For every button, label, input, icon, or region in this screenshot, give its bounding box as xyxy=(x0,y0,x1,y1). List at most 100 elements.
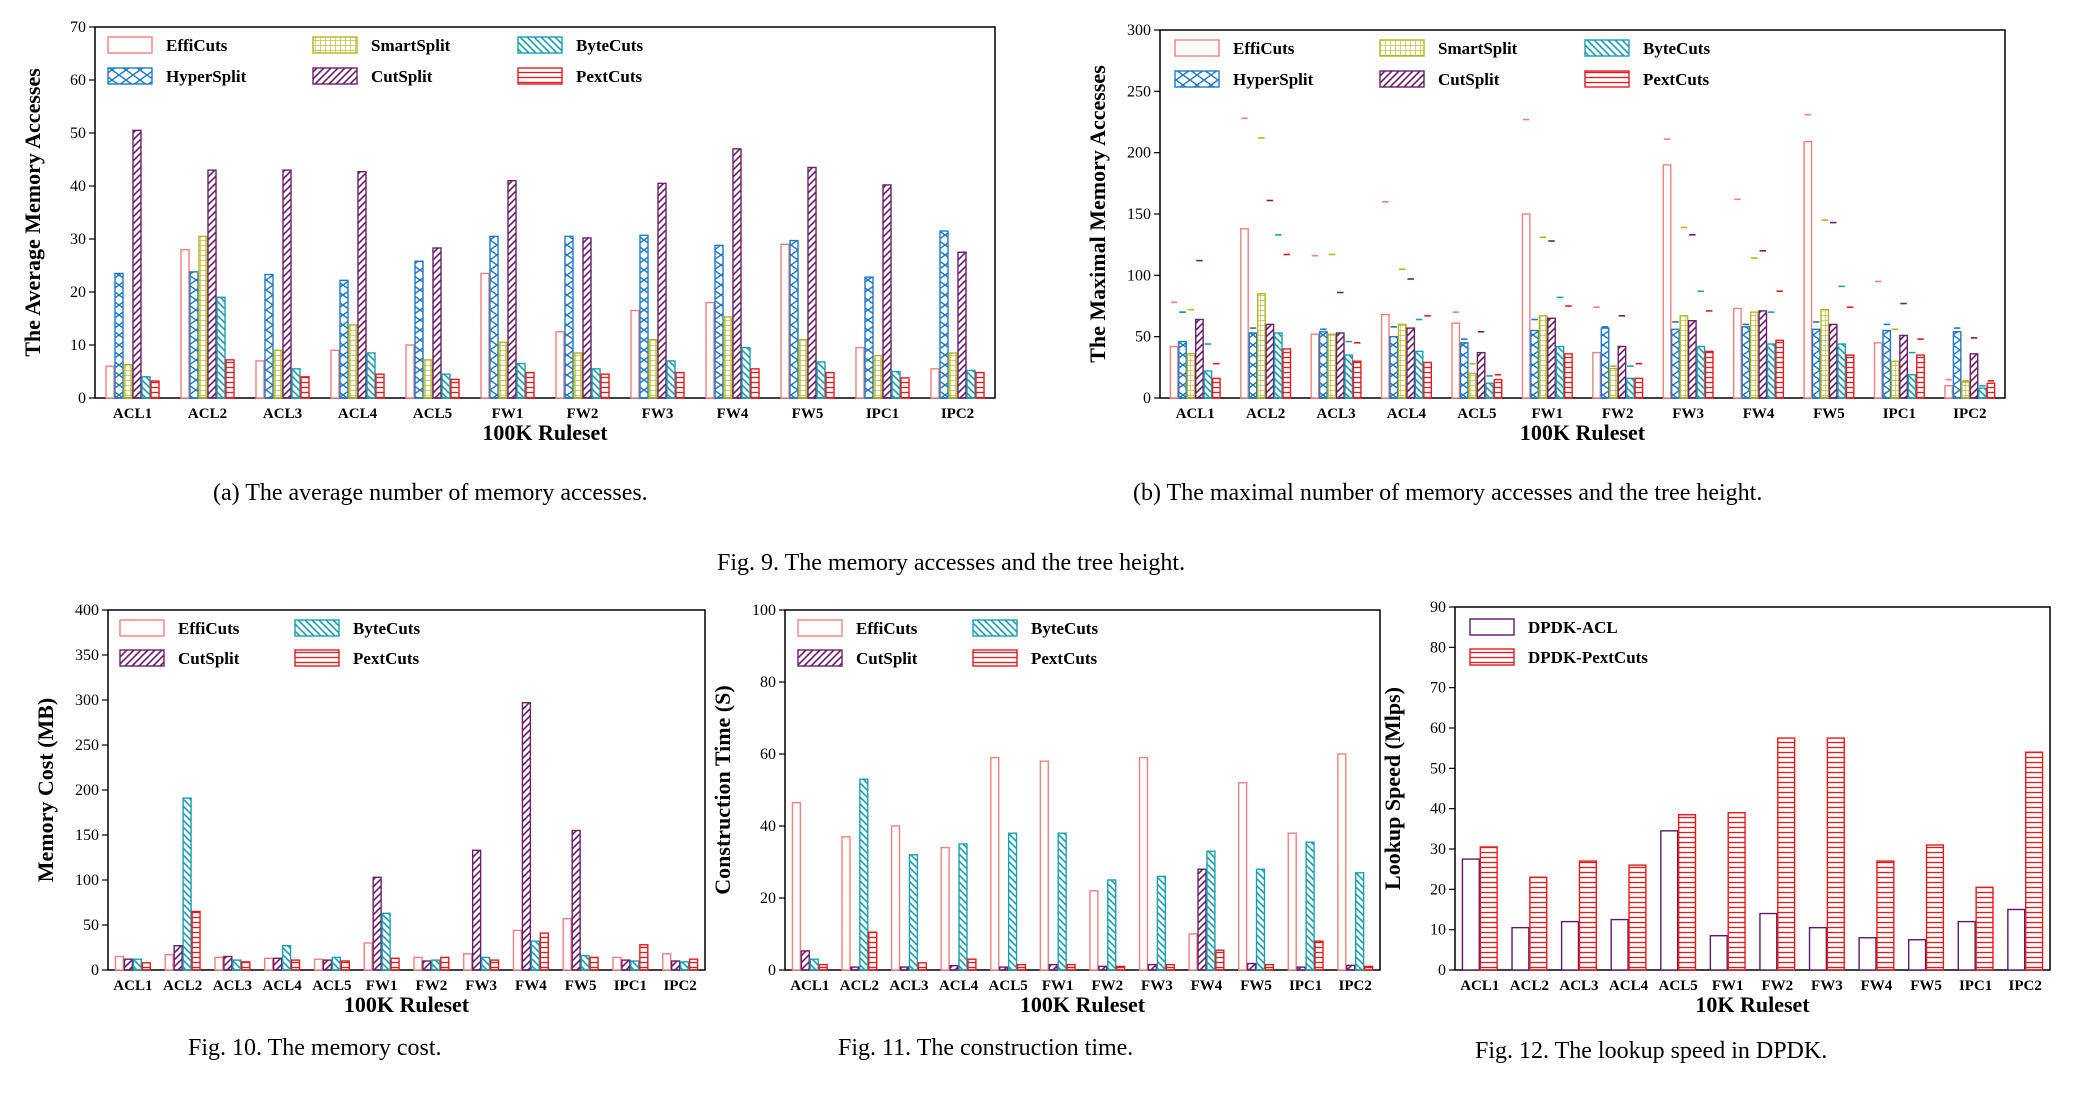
bar-cutsplit-acl2 xyxy=(173,945,183,971)
bar-bytecuts-fw4 xyxy=(741,346,751,399)
bar-efficuts-acl3 xyxy=(255,360,265,399)
y-tick-label: 400 xyxy=(75,602,99,619)
legend-swatch-pextcuts xyxy=(1584,70,1630,88)
legend-label-pextcuts: PextCuts xyxy=(576,67,642,86)
y-tick-label: 90 xyxy=(1430,599,1446,616)
bar-bytecuts-acl2 xyxy=(859,778,869,971)
x-tick-label: FW2 xyxy=(1761,978,1793,994)
bar-efficuts-acl1 xyxy=(114,955,125,971)
bar-cutsplit-fw5 xyxy=(1246,962,1257,971)
bar-bytecuts-acl3 xyxy=(908,854,919,971)
bar-bytecuts-fw3 xyxy=(480,956,491,971)
y-tick-label: 200 xyxy=(1127,145,1151,162)
bar-dpdk-pextcuts-acl2 xyxy=(1529,876,1548,971)
bar-efficuts-acl5 xyxy=(405,344,415,399)
legend-label-dpdk-pextcuts: DPDK-PextCuts xyxy=(1528,648,1648,667)
x-tick-label: IPC2 xyxy=(2009,978,2042,994)
bar-efficuts-ipc2 xyxy=(930,368,940,399)
bar-bytecuts-fw2 xyxy=(591,368,601,399)
x-tick-label: FW1 xyxy=(1042,978,1074,994)
legend-label-dpdk-acl: DPDK-ACL xyxy=(1528,618,1618,637)
bar-pextcuts-acl1 xyxy=(1211,377,1221,399)
bar-hypersplit-fw4 xyxy=(714,244,724,399)
bar-dpdk-pextcuts-acl3 xyxy=(1578,860,1598,971)
bar-pextcuts-fw3 xyxy=(1165,963,1175,971)
bar-cutsplit-acl2 xyxy=(1265,323,1275,399)
bar-dpdk-acl-fw4 xyxy=(1858,937,1877,971)
y-tick-label: 150 xyxy=(75,827,99,844)
bar-bytecuts-fw2 xyxy=(1107,879,1117,971)
bar-efficuts-acl3 xyxy=(1310,333,1320,399)
legend-swatch-pextcuts xyxy=(294,649,340,667)
caption-fig10: Fig. 10. The memory cost. xyxy=(188,1035,442,1061)
bar-pextcuts-acl1 xyxy=(141,962,151,971)
y-tick-label: 150 xyxy=(1127,206,1151,223)
chart-memory-cost: 0 50 100 150 200 250 300 350 400 ACL1 ACL2 ACL3 ACL4… xyxy=(33,602,706,1017)
bar-smartsplit-fw3 xyxy=(648,339,658,399)
bar-bytecuts-acl1 xyxy=(809,958,819,971)
bar-cutsplit-acl1 xyxy=(1195,318,1204,399)
bar-hypersplit-acl3 xyxy=(1318,331,1328,399)
bar-pextcuts-fw3 xyxy=(489,959,500,971)
legend-swatch-cutsplit xyxy=(797,649,843,667)
bar-hypersplit-ipc1 xyxy=(864,276,874,399)
x-tick-label: ACL4 xyxy=(1387,406,1427,422)
bar-smartsplit-acl4 xyxy=(1397,323,1407,399)
bar-efficuts-fw1 xyxy=(480,272,490,399)
bar-dpdk-acl-fw5 xyxy=(1907,939,1927,971)
bar-cutsplit-fw4 xyxy=(732,148,742,399)
legend-swatch-pextcuts xyxy=(972,649,1018,667)
x-tick-label: ACL3 xyxy=(889,978,928,994)
bar-efficuts-fw4 xyxy=(1732,307,1742,399)
bar-efficuts-fw5 xyxy=(1803,140,1813,399)
x-tick-label: ACL3 xyxy=(1559,978,1598,994)
bar-pextcuts-fw1 xyxy=(390,957,400,971)
bar-bytecuts-ipc1 xyxy=(1305,841,1315,971)
y-tick-label: 10 xyxy=(1430,922,1446,939)
x-tick-label: ACL3 xyxy=(213,978,252,994)
legend-swatch-pextcuts xyxy=(517,67,563,85)
bar-bytecuts-fw1 xyxy=(1057,832,1067,971)
bar-pextcuts-fw4 xyxy=(750,368,760,399)
legend-label-pextcuts: PextCuts xyxy=(353,649,419,668)
legend-label-hypersplit: HyperSplit xyxy=(166,67,247,86)
bar-efficuts-acl2 xyxy=(841,836,851,971)
bar-bytecuts-acl4 xyxy=(1414,350,1424,399)
legend-swatch-hypersplit xyxy=(107,67,153,85)
bar-efficuts-acl2 xyxy=(164,954,174,971)
legend-swatch-dpdk-acl xyxy=(1469,618,1515,636)
bar-efficuts-acl1 xyxy=(1169,345,1179,399)
x-tick-label: ACL3 xyxy=(263,406,302,422)
bar-pextcuts-fw4 xyxy=(539,932,549,971)
bar-pextcuts-ipc2 xyxy=(1363,965,1374,971)
bar-cutsplit-fw5 xyxy=(1828,323,1838,399)
legend-label-pextcuts: PextCuts xyxy=(1643,70,1709,89)
x-tick-label: ACL2 xyxy=(1510,978,1549,994)
x-tick-label: FW5 xyxy=(1813,406,1845,422)
x-tick-label: FW1 xyxy=(366,978,398,994)
bar-bytecuts-fw4 xyxy=(1206,850,1216,971)
bar-pextcuts-fw3 xyxy=(675,371,685,399)
bar-bytecuts-fw1 xyxy=(516,362,526,399)
bar-dpdk-acl-acl5 xyxy=(1660,830,1679,971)
bar-efficuts-fw4 xyxy=(1188,933,1198,971)
bar-pextcuts-acl5 xyxy=(340,960,350,971)
legend-label-bytecuts: ByteCuts xyxy=(576,36,643,55)
bar-pextcuts-acl3 xyxy=(1352,360,1362,399)
bar-efficuts-fw4 xyxy=(705,301,715,399)
legend-label-cutsplit: CutSplit xyxy=(178,649,240,668)
x-tick-label: ACL2 xyxy=(163,978,202,994)
bar-efficuts-fw5 xyxy=(780,243,790,399)
y-tick-label: 40 xyxy=(760,818,776,835)
y-tick-label: 200 xyxy=(75,782,99,799)
bar-efficuts-fw1 xyxy=(1039,760,1049,971)
bar-bytecuts-fw1 xyxy=(1555,345,1565,399)
bar-bytecuts-fw2 xyxy=(1625,377,1635,399)
x-tick-label: IPC1 xyxy=(866,406,899,422)
bar-efficuts-acl4 xyxy=(940,846,950,971)
bar-pextcuts-fw3 xyxy=(1704,350,1714,399)
chart-maximal-memory-accesses: 0 50 100 150 200 250 300 ACL1 ACL2 ACL3 ACL4 ACL5 FW… xyxy=(1085,22,2006,445)
x-tick-label: IPC2 xyxy=(941,406,974,422)
bar-bytecuts-acl5 xyxy=(441,373,451,399)
bar-pextcuts-fw4 xyxy=(1775,339,1785,399)
